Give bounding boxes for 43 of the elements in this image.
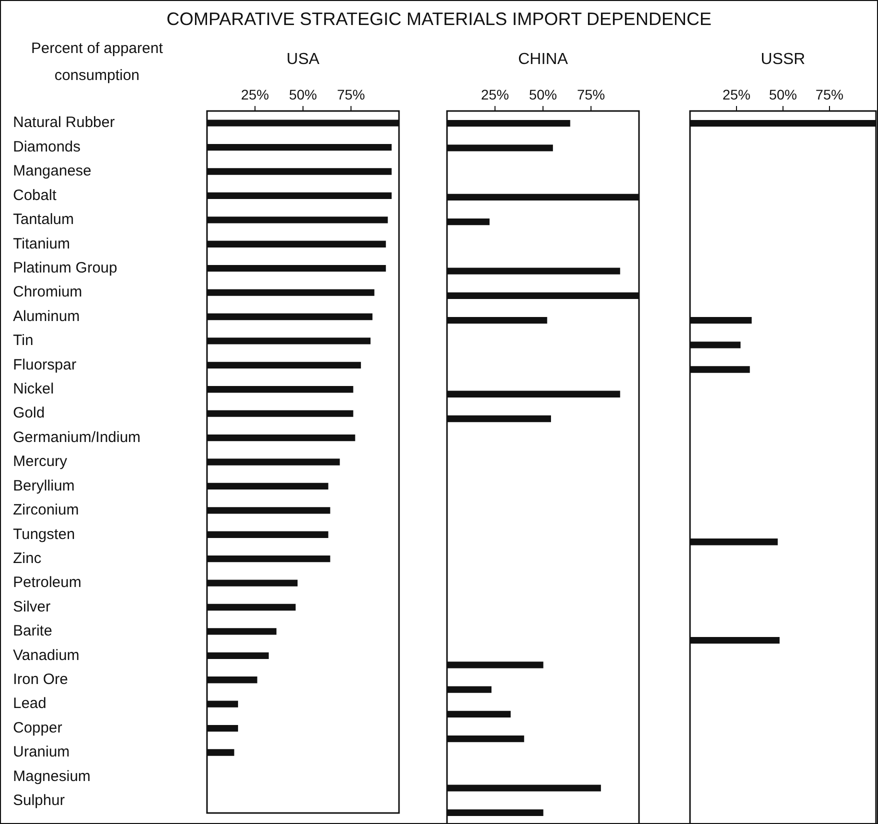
y-tick-label: Uranium (13, 744, 70, 761)
y-tick-label: Iron Ore (13, 671, 68, 688)
y-tick-label: Gold (13, 404, 45, 422)
x-axis-title: USSR (760, 51, 806, 69)
y-tick-label: Sulphur (13, 792, 65, 810)
x-tick-label: 50% (528, 86, 558, 102)
y-tick-label: Mercury (13, 453, 68, 470)
y-tick-label: Manganese (13, 162, 92, 180)
y-tick-label: Titanium (13, 235, 70, 252)
y-axis-title: Percent of apparent consumption (30, 39, 164, 86)
x-axis-title: CHINA (517, 51, 569, 69)
x-tick-label: 50% (768, 86, 798, 102)
y-tick-label: Platinum Group (13, 259, 118, 276)
y-tick-label: Cobalt (13, 186, 58, 204)
y-tick-label: Tungsten (13, 526, 75, 543)
y-tick-label: Fluorspar (13, 356, 76, 374)
y-tick-label: Zinc (13, 550, 42, 567)
y-tick-label: Nickel (13, 380, 54, 398)
x-axis-title: USA (286, 51, 320, 69)
y-tick-label: Barite (13, 622, 52, 640)
y-tick-label: Aluminum (13, 308, 80, 325)
y-tick-label: Germanium/Indium (13, 428, 141, 446)
y-tick-label: Copper (13, 719, 62, 736)
y-tick-label: Diamonds (13, 138, 81, 156)
x-tick-label: 75% (815, 86, 844, 102)
x-tick-label: 25% (722, 86, 751, 102)
x-tick-label: 25% (240, 86, 270, 102)
y-tick-label: Lead (13, 695, 46, 712)
y-tick-label: Magnesium (13, 768, 91, 785)
x-tick-label: 75% (336, 86, 366, 102)
y-tick-label: Chromium (13, 284, 82, 301)
y-tick-label: Tantalum (13, 211, 74, 228)
y-tick-label: Tin (13, 332, 34, 350)
text: COMPARATIVE STRATEGIC MATERIALS IMPORT DEPENDENCE (165, 9, 713, 30)
y-tick-label: Beryllium (13, 477, 75, 494)
y-tick-label: Zirconium (13, 502, 79, 519)
x-tick-label: 50% (288, 86, 318, 102)
x-tick-label: 25% (480, 86, 510, 102)
y-tick-label: Natural Rubber (13, 114, 115, 132)
x-tick-label: 75% (576, 86, 606, 102)
y-tick-label: Silver (13, 598, 51, 616)
y-tick-label: Vanadium (13, 646, 80, 664)
y-tick-label: Petroleum (13, 574, 82, 592)
